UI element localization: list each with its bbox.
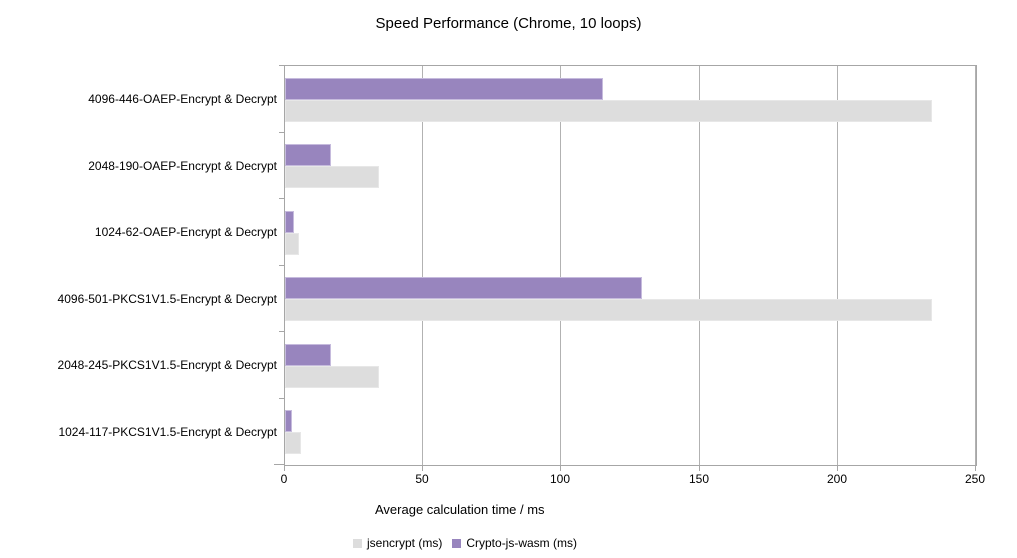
legend-swatch [452, 538, 462, 548]
gridline [699, 66, 700, 465]
category-label: 4096-501-PKCS1V1.5-Encrypt & Decrypt [57, 291, 277, 306]
x-tick-label: 0 [280, 472, 288, 486]
y-axis-tick [279, 398, 284, 399]
bar-jsencrypt [285, 299, 932, 321]
bar-jsencrypt [285, 432, 301, 454]
legend-label: Crypto-js-wasm (ms) [466, 536, 578, 550]
x-tick-label: 50 [415, 472, 429, 486]
legend: jsencrypt (ms) Crypto-js-wasm (ms) [353, 536, 577, 550]
bar-Crypto-js-wasm [285, 277, 642, 299]
x-tick-label: 100 [549, 472, 571, 486]
chart-title: Speed Performance (Chrome, 10 loops) [375, 15, 642, 32]
x-tick-label: 250 [964, 472, 986, 486]
bar-Crypto-js-wasm [285, 410, 292, 432]
category-label: 1024-62-OAEP-Encrypt & Decrypt [94, 224, 277, 239]
legend-item: Crypto-js-wasm (ms) [452, 536, 577, 550]
x-axis-tick [837, 465, 838, 471]
x-axis-tick [284, 465, 285, 471]
gridline [975, 66, 976, 465]
x-axis-title: Average calculation time / ms [375, 502, 545, 517]
bar-jsencrypt [285, 366, 379, 388]
gridline [560, 66, 561, 465]
legend-swatch [353, 538, 362, 548]
category-label: 2048-245-PKCS1V1.5-Encrypt & Decrypt [57, 357, 277, 372]
legend-label: jsencrypt (ms) [367, 536, 443, 550]
x-tick-label: 150 [688, 472, 710, 486]
legend-item: jsencrypt (ms) [353, 536, 442, 550]
x-axis-tick [560, 465, 561, 471]
y-axis-tick [279, 265, 284, 266]
bar-Crypto-js-wasm [285, 78, 603, 100]
bar-jsencrypt [285, 166, 379, 188]
gridline [837, 66, 838, 465]
bar-Crypto-js-wasm [285, 144, 331, 166]
category-label: 1024-117-PKCS1V1.5-Encrypt & Decrypt [58, 424, 277, 439]
x-tick-label: 200 [826, 472, 848, 486]
y-axis-tick [279, 198, 284, 199]
y-axis-tick [279, 65, 284, 66]
category-label: 4096-446-OAEP-Encrypt & Decrypt [88, 91, 277, 106]
bar-Crypto-js-wasm [285, 344, 331, 366]
plot-area [284, 65, 977, 466]
y-axis-tick [279, 132, 284, 133]
category-axis-labels: 4096-446-OAEP-Encrypt & Decrypt 2048-190-… [0, 65, 277, 464]
bar-Crypto-js-wasm [285, 211, 294, 233]
category-label: 2048-190-OAEP-Encrypt & Decrypt [88, 158, 277, 173]
bar-jsencrypt [285, 233, 299, 255]
y-axis-tick [279, 331, 284, 332]
y-axis-tick [274, 464, 284, 465]
x-axis-tick [975, 465, 976, 471]
gridline [422, 66, 423, 465]
bar-jsencrypt [285, 100, 932, 122]
x-axis-tick [699, 465, 700, 471]
x-axis-tick [422, 465, 423, 471]
